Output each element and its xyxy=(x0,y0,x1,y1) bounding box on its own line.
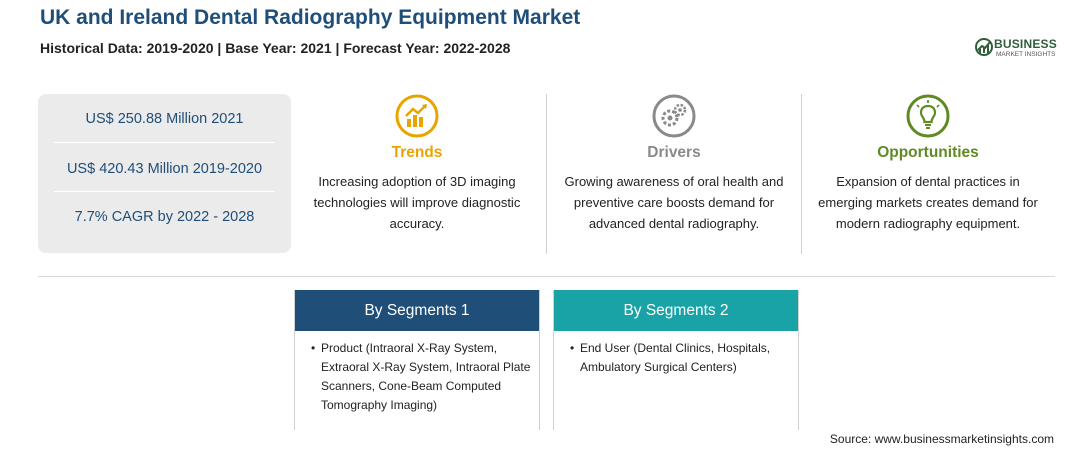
drivers-column: Drivers Growing awareness of oral health… xyxy=(556,94,792,234)
trends-text: Increasing adoption of 3D imaging techno… xyxy=(313,174,521,231)
page-subtitle: Historical Data: 2019-2020 | Base Year: … xyxy=(40,40,511,56)
column-divider xyxy=(801,94,802,254)
column-divider xyxy=(546,94,547,254)
stat-cagr: 7.7% CAGR by 2022 - 2028 xyxy=(74,209,255,225)
opportunities-text: Expansion of dental practices in emergin… xyxy=(818,174,1038,231)
drivers-title: Drivers xyxy=(647,144,701,161)
stat-market-size-historical: US$ 420.43 Million 2019-2020 xyxy=(66,161,263,177)
stat-market-size-2021: US$ 250.88 Million 2021 xyxy=(85,111,244,127)
segment-card-1: By Segments 1 • Product (Intraoral X-Ray… xyxy=(294,290,540,430)
trends-title: Trends xyxy=(391,144,443,161)
market-stats-panel: US$ 250.88 Million 2021 US$ 420.43 Milli… xyxy=(38,94,291,253)
stat-divider xyxy=(54,191,275,192)
chart-growth-icon xyxy=(395,94,439,138)
logo-text: BUSINESS xyxy=(994,37,1057,51)
segment-card-2: By Segments 2 • End User (Dental Clinics… xyxy=(553,290,799,430)
opportunities-column: Opportunities Expansion of dental practi… xyxy=(810,94,1046,234)
source-credit: Source: www.businessmarketinsights.com xyxy=(829,432,1054,446)
segment-2-title: By Segments 2 xyxy=(554,290,798,331)
logo-tagline: MARKET INSIGHTS xyxy=(996,51,1056,58)
lightbulb-icon xyxy=(906,94,950,138)
drivers-text: Growing awareness of oral health and pre… xyxy=(564,174,784,231)
segment-1-title: By Segments 1 xyxy=(295,290,539,331)
page-title: UK and Ireland Dental Radiography Equipm… xyxy=(40,6,581,29)
business-market-insights-logo: BUSINESS MARKET INSIGHTS xyxy=(974,36,1060,60)
segment-2-body: • End User (Dental Clinics, Hospitals, A… xyxy=(554,331,798,377)
section-divider xyxy=(38,276,1055,277)
segment-1-item: Product (Intraoral X-Ray System, Extraor… xyxy=(321,341,531,412)
segment-1-body: • Product (Intraoral X-Ray System, Extra… xyxy=(295,331,539,415)
globe-icon xyxy=(975,38,993,56)
stat-divider xyxy=(54,142,275,143)
bullet-icon: • xyxy=(311,341,316,355)
segment-2-item: End User (Dental Clinics, Hospitals, Amb… xyxy=(580,341,771,374)
gears-icon xyxy=(652,94,696,138)
trends-column: Trends Increasing adoption of 3D imaging… xyxy=(299,94,535,234)
opportunities-title: Opportunities xyxy=(877,144,979,161)
bullet-icon: • xyxy=(570,341,575,355)
